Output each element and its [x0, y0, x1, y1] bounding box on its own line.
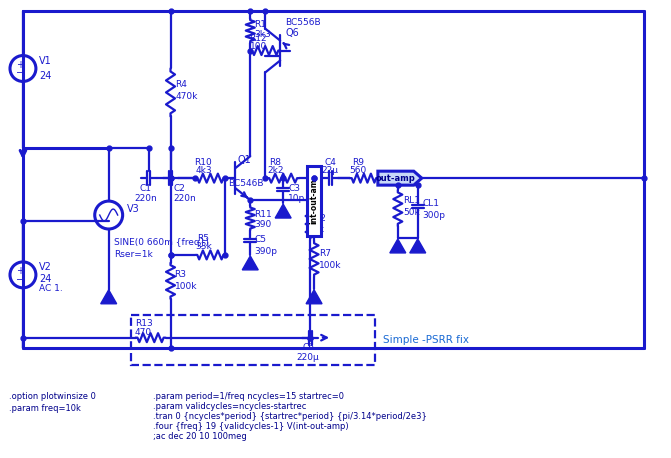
Text: R11: R11 — [254, 210, 272, 218]
Text: 470: 470 — [135, 328, 152, 337]
FancyBboxPatch shape — [307, 166, 321, 236]
Text: 4k3: 4k3 — [195, 166, 212, 174]
Text: 1k: 1k — [314, 225, 325, 234]
Text: ;ac dec 20 10 100meg: ;ac dec 20 10 100meg — [152, 432, 246, 441]
Text: Q1: Q1 — [238, 155, 251, 165]
Text: R7: R7 — [319, 250, 331, 258]
Text: 50k: 50k — [403, 207, 419, 217]
Text: 300p: 300p — [423, 211, 446, 219]
Text: R1: R1 — [254, 20, 266, 29]
Polygon shape — [390, 239, 406, 253]
Text: 100k: 100k — [174, 282, 197, 291]
Text: V1: V1 — [39, 55, 52, 65]
Text: R12: R12 — [250, 34, 267, 43]
Text: 560: 560 — [350, 166, 366, 174]
Text: 10p: 10p — [288, 194, 305, 202]
Polygon shape — [410, 239, 425, 253]
Text: .param validcycles=ncycles-startrec: .param validcycles=ncycles-startrec — [152, 402, 306, 411]
Text: R4: R4 — [176, 80, 187, 89]
Text: +: + — [16, 266, 24, 276]
Text: 220μ: 220μ — [297, 353, 319, 362]
Text: R8: R8 — [269, 158, 281, 167]
Text: C5: C5 — [254, 235, 266, 245]
Text: R13: R13 — [135, 319, 152, 328]
Text: 470k: 470k — [176, 92, 198, 101]
Polygon shape — [101, 290, 117, 304]
Text: int-out-am: int-out-am — [309, 178, 319, 224]
Text: R10: R10 — [195, 158, 212, 167]
Text: 100k: 100k — [319, 262, 342, 270]
Text: C3: C3 — [288, 184, 300, 193]
Text: +: + — [16, 60, 24, 70]
Text: BC546B: BC546B — [228, 179, 264, 188]
Text: 220n: 220n — [174, 194, 196, 202]
Text: out-amp: out-amp — [376, 174, 416, 183]
Text: V2: V2 — [39, 262, 52, 272]
Text: R5: R5 — [197, 234, 209, 244]
Text: CL1: CL1 — [423, 199, 440, 207]
Text: R2: R2 — [314, 213, 326, 223]
Text: −: − — [16, 275, 24, 285]
Text: .param period=1/freq ncycles=15 startrec=0: .param period=1/freq ncycles=15 startrec… — [152, 392, 344, 401]
Text: 22μ: 22μ — [321, 166, 338, 174]
Text: RL1: RL1 — [403, 196, 420, 205]
Text: 220n: 220n — [134, 194, 157, 202]
Text: .four {freq} 19 {validcycles-1} V(int-out-amp): .four {freq} 19 {validcycles-1} V(int-ou… — [152, 422, 348, 431]
Text: R3: R3 — [174, 270, 187, 279]
Text: −: − — [16, 69, 24, 78]
Text: Rser=1k: Rser=1k — [113, 251, 152, 259]
Text: C4: C4 — [324, 158, 336, 167]
Text: Simple -PSRR fix: Simple -PSRR fix — [383, 335, 469, 345]
Text: C2: C2 — [174, 184, 185, 193]
Text: 2k2: 2k2 — [267, 166, 283, 174]
Text: 390p: 390p — [254, 247, 277, 256]
Text: BC556B: BC556B — [285, 18, 321, 27]
Text: V3: V3 — [127, 204, 140, 214]
Text: AC 1.: AC 1. — [39, 284, 62, 293]
Text: SINE(0 660m {freq}): SINE(0 660m {freq}) — [113, 239, 209, 247]
Text: C6: C6 — [302, 343, 314, 352]
Text: 24: 24 — [39, 71, 51, 82]
Text: 24: 24 — [39, 274, 51, 284]
Text: R9: R9 — [352, 158, 364, 167]
Text: 3k3: 3k3 — [254, 30, 271, 39]
Text: .option plotwinsize 0: .option plotwinsize 0 — [9, 392, 96, 401]
Text: .tran 0 {ncycles*period} {startrec*period} {pi/3.14*period/2e3}: .tran 0 {ncycles*period} {startrec*perio… — [152, 412, 427, 421]
Text: .param freq=10k: .param freq=10k — [9, 404, 81, 413]
Polygon shape — [378, 171, 422, 185]
Bar — [131, 315, 375, 365]
Polygon shape — [306, 290, 322, 304]
Text: 100: 100 — [250, 42, 267, 51]
Polygon shape — [242, 256, 258, 270]
Text: 33k: 33k — [195, 242, 212, 251]
Polygon shape — [275, 204, 291, 218]
Text: C1: C1 — [140, 184, 152, 193]
Text: 390: 390 — [254, 219, 272, 229]
Text: Q6: Q6 — [285, 27, 299, 38]
